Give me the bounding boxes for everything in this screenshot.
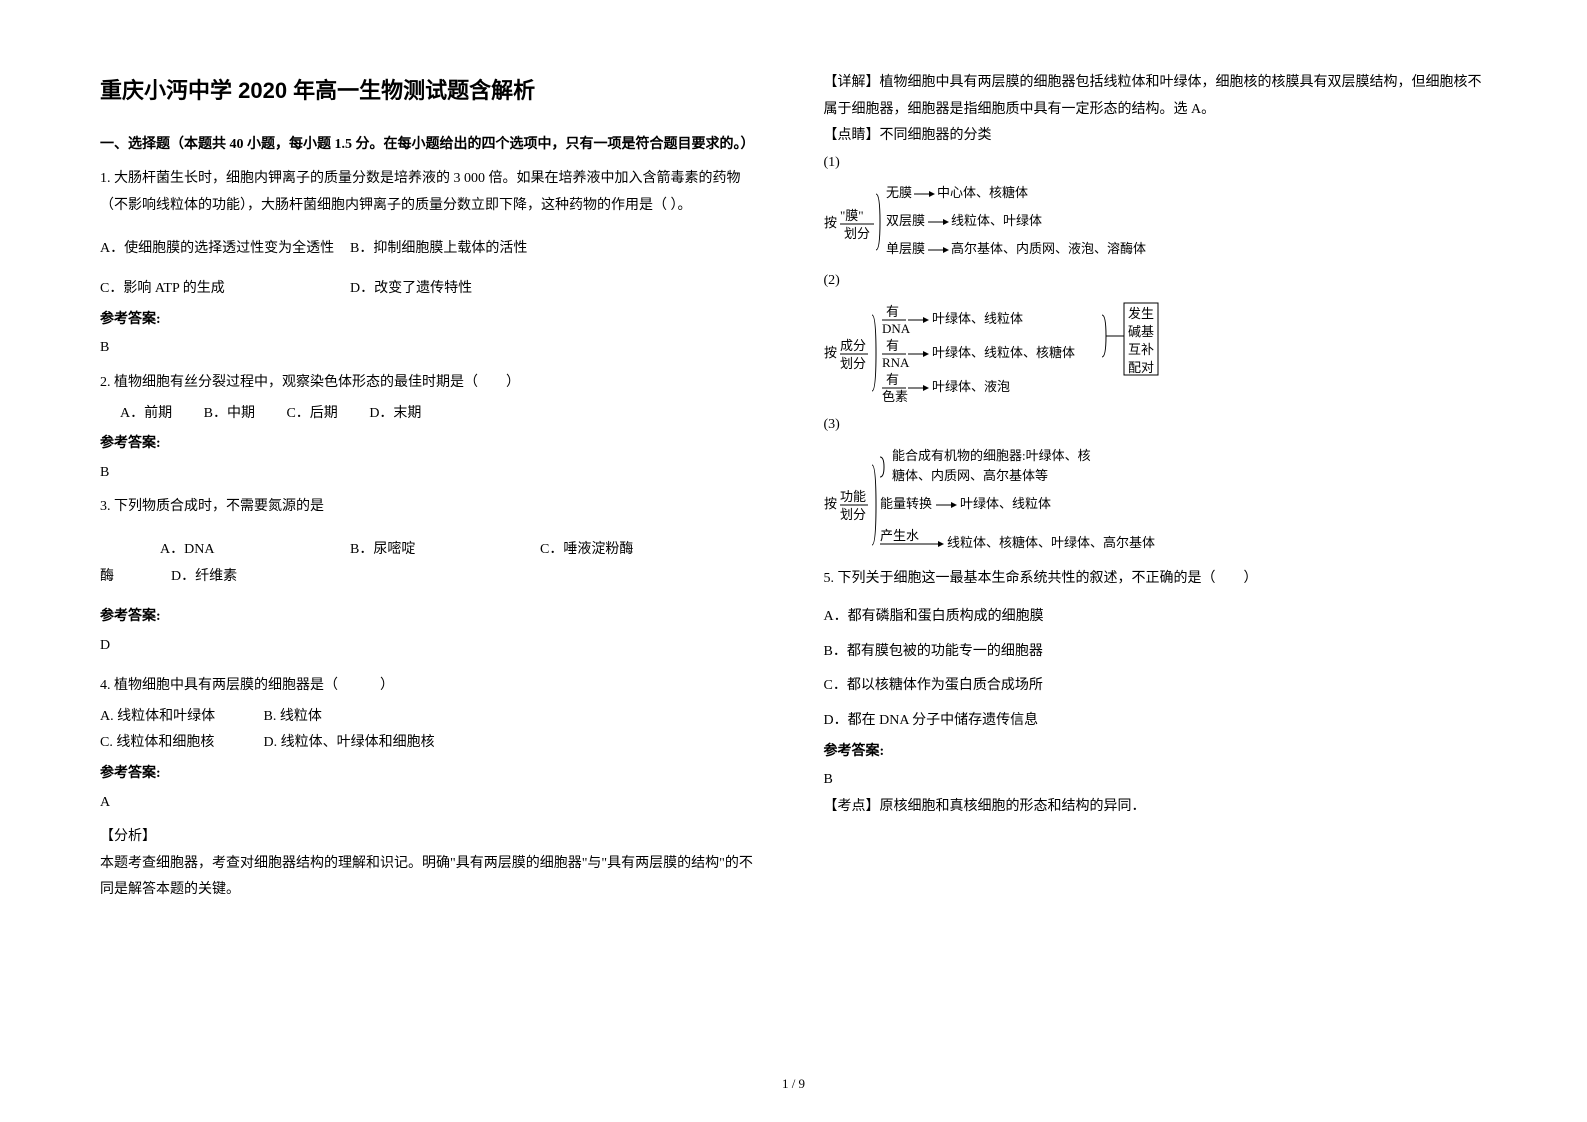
q1-text: 1. 大肠杆菌生长时，细胞内钾离子的质量分数是培养液的 3 000 倍。如果在培…	[100, 166, 764, 219]
q1-options-row2: C．影响 ATP 的生成 D．改变了遗传特性	[100, 276, 764, 303]
q4-optA: A. 线粒体和叶绿体	[100, 704, 260, 731]
q4-answer: A	[100, 790, 764, 817]
q1-optD: D．改变了遗传特性	[350, 276, 472, 303]
d2-r1text: 叶绿体、线粒体	[932, 311, 1023, 326]
q4-options-row1: A. 线粒体和叶绿体 B. 线粒体	[100, 704, 764, 731]
q1-options-row1: A．使细胞膜的选择透过性变为全透性 B．抑制细胞膜上载体的活性	[100, 236, 764, 263]
point-label: 【点睛】不同细胞器的分类	[824, 123, 1488, 150]
q3-optB: B．尿嘧啶	[350, 537, 540, 564]
q3-text: 3. 下列物质合成时，不需要氮源的是	[100, 494, 764, 521]
d3-r2t: 叶绿体、线粒体	[960, 496, 1051, 511]
q4-text: 4. 植物细胞中具有两层膜的细胞器是（ ）	[100, 673, 764, 700]
d1-r3t: 高尔基体、内质网、液泡、溶酶体	[951, 241, 1146, 256]
diagram2-num: (2)	[824, 268, 1488, 295]
d3-ftop: 功能	[840, 489, 866, 504]
q2-text: 2. 植物细胞有丝分裂过程中，观察染色体形态的最佳时期是（ ）	[100, 370, 764, 397]
page-title: 重庆小沔中学 2020 年高一生物测试题含解析	[100, 70, 764, 112]
q3-options-row2: 酶 D．纤维素	[100, 564, 764, 591]
d1-r1t: 中心体、核糖体	[937, 185, 1028, 200]
q5-answer-label: 参考答案:	[824, 739, 1488, 766]
d1-r2t: 线粒体、叶绿体	[951, 213, 1042, 228]
q5-optA: A．都有磷脂和蛋白质构成的细胞膜	[824, 604, 1488, 631]
d2-box2: 碱基	[1128, 324, 1154, 339]
d2-r2t: 有	[886, 338, 899, 353]
q5-text: 5. 下列关于细胞这一最基本生命系统共性的叙述，不正确的是（ ）	[824, 566, 1488, 593]
q4-optC: C. 线粒体和细胞核	[100, 730, 260, 757]
d2-fbot: 划分	[840, 356, 866, 371]
q1-answer: B	[100, 335, 764, 362]
d2-box1: 发生	[1128, 306, 1154, 321]
d1-r2l: 双层膜	[886, 213, 925, 228]
diagram3-num: (3)	[824, 412, 1488, 439]
diagram2: 按 成分 划分 有 DNA 叶绿体、线粒体 有 RNA 叶绿体、线粒体、核糖体 …	[824, 301, 1244, 406]
q3-optA: A．DNA	[160, 537, 350, 564]
q5-optD: D．都在 DNA 分子中储存遗传信息	[824, 708, 1488, 735]
d3-prefix: 按	[824, 496, 837, 511]
d2-r1t: 有	[886, 304, 899, 319]
q4-options-row2: C. 线粒体和细胞核 D. 线粒体、叶绿体和细胞核	[100, 730, 764, 757]
right-detail: 【详解】植物细胞中具有两层膜的细胞器包括线粒体和叶绿体，细胞核的核膜具有双层膜结…	[824, 70, 1488, 123]
left-column: 重庆小沔中学 2020 年高一生物测试题含解析 一、选择题（本题共 40 小题，…	[100, 70, 764, 1092]
q5-optC: C．都以核糖体作为蛋白质合成场所	[824, 673, 1488, 700]
d1-r1l: 无膜	[886, 185, 912, 200]
d2-r3t: 有	[886, 372, 899, 387]
d1-ftop: "膜"	[840, 208, 864, 223]
q2-answer-label: 参考答案:	[100, 431, 764, 458]
q5-optB: B．都有膜包被的功能专一的细胞器	[824, 639, 1488, 666]
q4-analysis: 本题考查细胞器，考查对细胞器结构的理解和识记。明确"具有两层膜的细胞器"与"具有…	[100, 851, 764, 904]
q1-optA: A．使细胞膜的选择透过性变为全透性	[100, 236, 350, 263]
d2-r3b: 色素	[882, 389, 908, 404]
q5-answer: B	[824, 767, 1488, 794]
d3-r1a: 能合成有机物的细胞器:叶绿体、核	[892, 448, 1091, 463]
d1-prefix: 按	[824, 215, 837, 230]
right-column: 【详解】植物细胞中具有两层膜的细胞器包括线粒体和叶绿体，细胞核的核膜具有双层膜结…	[824, 70, 1488, 1092]
q4-optB: B. 线粒体	[264, 709, 322, 724]
d2-r3text: 叶绿体、液泡	[932, 379, 1010, 394]
q1-answer-label: 参考答案:	[100, 307, 764, 334]
d1-fbot: 划分	[844, 226, 870, 241]
d2-ftop: 成分	[840, 338, 866, 353]
d2-box4: 配对	[1128, 360, 1154, 375]
q4-analysis-label: 【分析】	[100, 824, 764, 851]
q3-answer-label: 参考答案:	[100, 604, 764, 631]
d3-r1b: 糖体、内质网、高尔基体等	[892, 468, 1048, 483]
q2-optD: D．末期	[369, 406, 421, 421]
q3-optC: C．唾液淀粉酶	[540, 537, 633, 564]
q2-optA: A．前期	[120, 406, 172, 421]
q2-options: A．前期 B．中期 C．后期 D．末期	[100, 401, 764, 428]
q3-options-row1: A．DNA B．尿嘧啶 C．唾液淀粉酶	[100, 537, 764, 564]
d2-r2b: RNA	[882, 355, 910, 370]
q2-answer: B	[100, 460, 764, 487]
d2-box3: 互补	[1128, 342, 1154, 357]
diagram1-num: (1)	[824, 150, 1488, 177]
q4-answer-label: 参考答案:	[100, 761, 764, 788]
q2-optC: C．后期	[286, 406, 337, 421]
q4-optD: D. 线粒体、叶绿体和细胞核	[264, 735, 435, 750]
diagram3: 按 功能 划分 能合成有机物的细胞器:叶绿体、核 糖体、内质网、高尔基体等 能量…	[824, 445, 1244, 560]
d3-fbot: 划分	[840, 507, 866, 522]
q1-optC: C．影响 ATP 的生成	[100, 276, 350, 303]
q5-exam-point: 【考点】原核细胞和真核细胞的形态和结构的异同．	[824, 794, 1488, 821]
d1-r3l: 单层膜	[886, 241, 925, 256]
q1-optB: B．抑制细胞膜上载体的活性	[350, 236, 527, 263]
q3-answer: D	[100, 633, 764, 660]
diagram1: 按 "膜" 划分 无膜 中心体、核糖体 双层膜 线粒体、叶绿体 单层膜 高尔基体…	[824, 182, 1224, 262]
q2-optB: B．中期	[204, 406, 255, 421]
d3-r3t: 线粒体、核糖体、叶绿体、高尔基体	[947, 535, 1155, 550]
d2-r2text: 叶绿体、线粒体、核糖体	[932, 345, 1075, 360]
page-number: 1 / 9	[782, 1076, 805, 1092]
q3-optD: D．纤维素	[171, 569, 237, 584]
d3-r3l: 产生水	[880, 528, 919, 543]
section-header: 一、选择题（本题共 40 小题，每小题 1.5 分。在每小题给出的四个选项中，只…	[100, 132, 764, 159]
d2-r1b: DNA	[882, 321, 911, 336]
d2-prefix: 按	[824, 345, 837, 360]
d3-r2l: 能量转换	[880, 496, 932, 511]
